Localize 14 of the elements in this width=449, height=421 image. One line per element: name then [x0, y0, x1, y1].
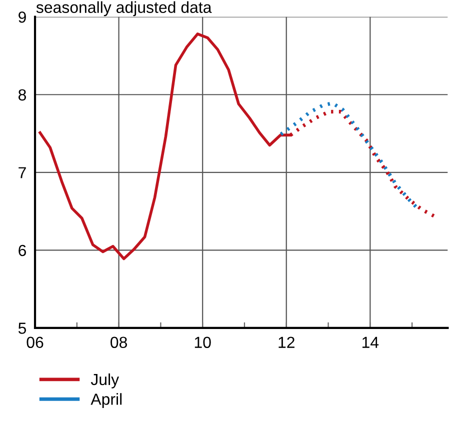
legend-label: July	[90, 373, 120, 388]
y-tick-label: 9	[18, 11, 26, 23]
x-tick-label: 12	[278, 336, 294, 348]
x-tick-label: 08	[110, 336, 127, 348]
y-tick-label: 8	[18, 89, 26, 101]
y-tick-label: 6	[18, 244, 26, 256]
x-tick-label: 10	[194, 336, 211, 348]
chart-subtitle: seasonally adjusted data	[36, 1, 212, 16]
x-tick-label: 14	[362, 336, 379, 348]
x-tick-label: 06	[26, 336, 44, 348]
y-tick-label: 7	[18, 167, 26, 178]
line-series	[279, 101, 418, 208]
legend-label: April	[90, 393, 122, 408]
y-tick-label: 5	[18, 322, 26, 334]
